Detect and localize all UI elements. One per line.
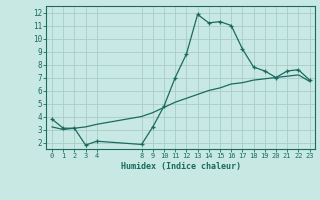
- X-axis label: Humidex (Indice chaleur): Humidex (Indice chaleur): [121, 162, 241, 171]
